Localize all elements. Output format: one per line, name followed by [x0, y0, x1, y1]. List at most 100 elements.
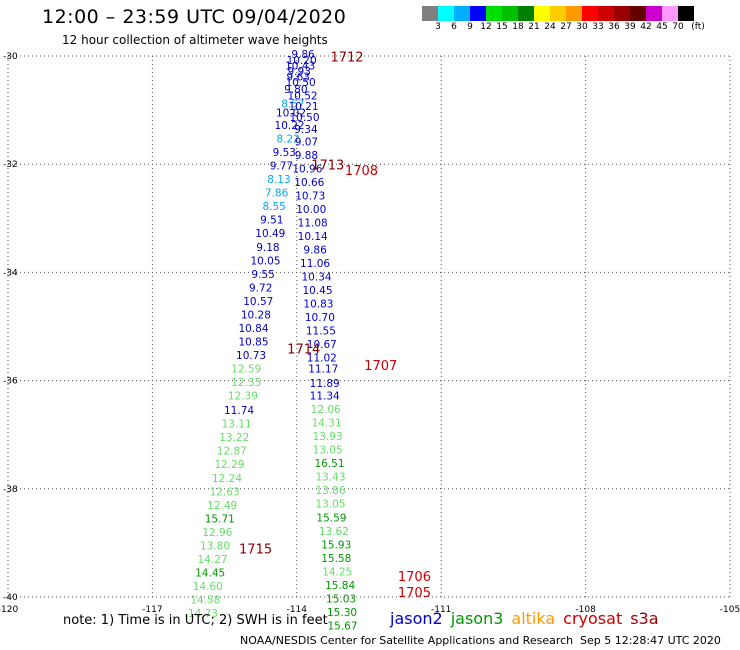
swh-value: 15.93	[321, 539, 351, 551]
lat-tick-label: -36	[3, 377, 18, 387]
swh-value: 10.02	[276, 108, 306, 120]
swh-value: 15.03	[326, 593, 356, 605]
swh-value: 15.59	[316, 512, 346, 524]
swh-value: 15.58	[321, 553, 351, 565]
color-swatch	[502, 6, 518, 21]
color-scale-label: 30	[576, 22, 588, 32]
swh-value: 10.00	[296, 204, 326, 216]
color-scale-label: 3	[435, 22, 441, 32]
swh-value: 13.86	[315, 485, 345, 497]
swh-value: 10.83	[303, 299, 333, 311]
swh-value: 14.45	[195, 567, 225, 579]
swh-value: 12.39	[228, 391, 258, 403]
swh-value: 12.87	[217, 446, 247, 458]
color-scale-label: 33	[592, 22, 604, 32]
swh-value: 7.86	[265, 188, 289, 200]
legend-cryosat: cryosat	[563, 609, 623, 628]
swh-value: 14.31	[312, 418, 342, 430]
swh-value: 12.35	[231, 377, 261, 389]
swh-value: 8.55	[262, 201, 285, 213]
swh-value: 9.18	[256, 242, 279, 254]
lat-tick-label: -32	[3, 160, 18, 170]
swh-value: 13.62	[319, 526, 349, 538]
swh-value: 8.57	[281, 98, 304, 110]
swh-value: 13.43	[315, 472, 345, 484]
swh-value: 10.20	[287, 55, 317, 67]
lat-tick-label: -34	[3, 268, 18, 278]
swh-value: 13.05	[315, 499, 345, 511]
swh-value: 10.21	[289, 101, 319, 113]
swh-value: 13.93	[313, 431, 343, 443]
swh-value: 12.59	[231, 363, 261, 375]
swh-value: 12.63	[210, 486, 240, 498]
swh-value: 11.08	[298, 217, 328, 229]
color-swatch	[582, 6, 598, 21]
pass-id-label: 1712	[330, 50, 363, 65]
swh-value: 12.24	[212, 473, 242, 485]
lat-tick-label: -30	[3, 52, 18, 62]
color-scale-label: 18	[512, 22, 524, 32]
color-scale-label: 6	[451, 22, 457, 32]
color-scale-label: 15	[496, 22, 508, 32]
swh-value: 10.66	[294, 177, 324, 189]
swh-value: 10.05	[250, 255, 280, 267]
lat-tick-label: -40	[3, 593, 18, 603]
swh-value: 9.53	[273, 147, 296, 159]
swh-value: 10.43	[285, 61, 315, 73]
swh-value: 12.06	[311, 404, 341, 416]
lon-tick-label: -114	[287, 605, 308, 615]
swh-value: 12.96	[202, 527, 232, 539]
swh-value: 11.02	[307, 353, 337, 365]
swh-value: 9.93	[288, 66, 311, 78]
color-swatch	[518, 6, 534, 21]
swh-value: 10.57	[243, 296, 273, 308]
swh-value: 13.80	[200, 540, 230, 552]
swh-value: 14.58	[190, 594, 220, 606]
color-swatch	[438, 6, 454, 21]
swh-value: 13.11	[222, 419, 252, 431]
swh-value: 11.17	[308, 363, 338, 375]
pass-id-label: 1707	[364, 359, 397, 374]
color-swatch	[470, 6, 486, 21]
swh-value: 9.86	[291, 49, 315, 61]
axis-tick-labels: -120 -117 -114 -111 -108 -105 -30 -32 -34 -36 -38 -…	[0, 52, 740, 615]
credit-line: NOAA/NESDIS Center for Satellite Applica…	[240, 634, 574, 647]
pass-id-label: 1705	[398, 586, 431, 601]
color-swatch	[662, 6, 678, 21]
swh-value: 10.50	[289, 112, 319, 124]
swh-value: 13.22	[219, 432, 249, 444]
lon-tick-label: -120	[0, 605, 18, 615]
color-scale-label: 36	[608, 22, 620, 32]
color-swatch	[454, 6, 470, 21]
color-swatch	[534, 6, 550, 21]
swh-value: 10.84	[238, 323, 268, 335]
color-scale-label: 70	[672, 22, 684, 32]
swh-value: 9.51	[260, 215, 283, 227]
swh-value: 9.72	[249, 282, 272, 294]
swh-value: 9.88	[295, 150, 318, 162]
lon-tick-label: -105	[720, 605, 740, 615]
lon-tick-label: -108	[575, 605, 596, 615]
map-grid	[7, 55, 731, 598]
swh-value: 10.28	[241, 309, 271, 321]
swh-value: 15.71	[205, 513, 235, 525]
swh-value: 10.14	[298, 231, 328, 243]
color-scale-label: 42	[640, 22, 652, 32]
swh-value: 10.85	[238, 336, 268, 348]
chart-title: 12:00 – 23:59 UTC 09/04/2020	[42, 6, 347, 28]
legend-altika: altika	[511, 609, 556, 628]
color-scale-label: (ft)	[691, 22, 705, 32]
color-swatch	[598, 6, 614, 21]
lon-tick-label: -117	[142, 605, 162, 615]
color-swatch	[678, 6, 694, 21]
swh-value: 10.73	[236, 350, 266, 362]
swh-value: 10.45	[302, 285, 332, 297]
swh-value: 15.67	[327, 620, 357, 632]
swh-value: 9.07	[295, 136, 318, 148]
pass-id-label: 1715	[239, 543, 272, 558]
swh-value: 9.55	[251, 269, 274, 281]
swh-value: 16.51	[314, 458, 344, 470]
swh-value: 10.67	[307, 339, 337, 351]
satellite-legend: jason2 jason3 altika cryosat s3a	[390, 609, 667, 628]
swh-value: 12.49	[207, 500, 237, 512]
